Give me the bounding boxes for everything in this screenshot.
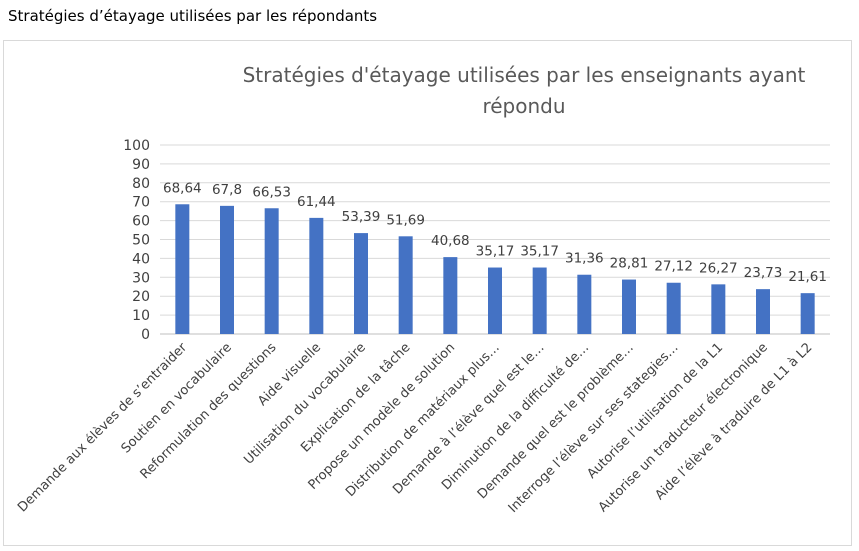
y-tick-label: 0 xyxy=(141,327,150,343)
data-label: 26,27 xyxy=(699,260,738,276)
bar xyxy=(175,204,190,334)
y-tick-label: 70 xyxy=(132,195,150,211)
y-tick-label: 60 xyxy=(132,214,150,230)
y-tick-label: 30 xyxy=(132,270,150,286)
bar xyxy=(220,205,234,334)
data-label: 35,17 xyxy=(476,244,515,260)
x-tick-label: Demande aux élèves de s’entraider xyxy=(15,340,191,516)
bar xyxy=(756,289,770,334)
x-tick-label: Demande quel est le problème… xyxy=(475,340,637,502)
chart-area xyxy=(3,40,852,546)
y-tick-label: 90 xyxy=(132,157,150,173)
y-tick-label: 100 xyxy=(123,138,150,154)
data-label: 23,73 xyxy=(744,265,783,281)
data-label: 51,69 xyxy=(386,212,425,228)
bar xyxy=(532,267,547,334)
y-tick-label: 50 xyxy=(132,233,150,249)
data-label: 35,17 xyxy=(520,244,559,260)
data-label: 68,64 xyxy=(163,180,202,196)
bar xyxy=(800,293,815,334)
data-label: 27,12 xyxy=(654,259,693,275)
data-label: 66,53 xyxy=(252,184,291,200)
y-tick-label: 80 xyxy=(132,176,150,192)
chart-title-line-1: Stratégies d'étayage utilisées par les e… xyxy=(243,63,806,87)
y-tick-label: 10 xyxy=(132,308,150,324)
data-label: 53,39 xyxy=(342,209,381,225)
data-label: 21,61 xyxy=(788,269,827,285)
x-tick-label: Autorise un traducteur électronique xyxy=(596,340,771,515)
bar xyxy=(354,233,368,334)
bar xyxy=(622,279,636,334)
data-label: 67,8 xyxy=(212,182,242,198)
bar xyxy=(711,284,726,334)
y-tick-label: 20 xyxy=(132,289,150,305)
data-label: 40,68 xyxy=(431,233,470,249)
bar xyxy=(309,217,324,334)
bar xyxy=(577,274,592,334)
data-label: 28,81 xyxy=(610,256,649,272)
bar xyxy=(488,267,502,334)
bar xyxy=(666,282,681,334)
chart-title-line-2: répondu xyxy=(482,94,565,118)
y-tick-label: 40 xyxy=(132,251,150,267)
bar xyxy=(443,257,458,334)
data-label: 61,44 xyxy=(297,194,336,210)
bar xyxy=(264,208,279,334)
page-caption: Stratégies d’étayage utilisées par les r… xyxy=(8,7,378,25)
data-label: 31,36 xyxy=(565,251,604,267)
x-tick-label: Aide l’élève à traduire de L1 à L2 xyxy=(652,340,815,503)
bar xyxy=(398,236,413,334)
